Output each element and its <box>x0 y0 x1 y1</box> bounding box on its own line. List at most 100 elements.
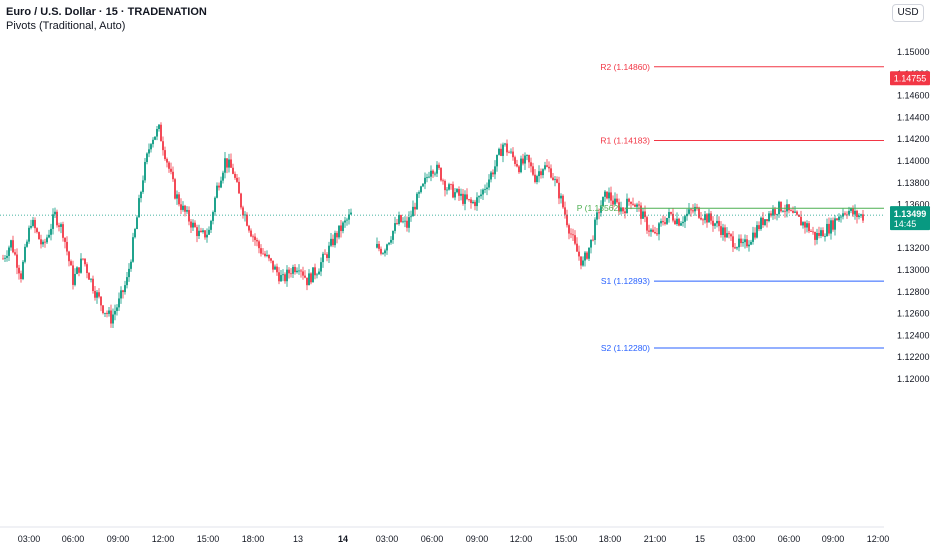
candle-up <box>498 148 500 155</box>
candle-down <box>314 267 316 276</box>
candle-up <box>292 266 294 274</box>
candle-down <box>516 163 518 167</box>
candle-up <box>848 210 850 215</box>
candle-up <box>130 261 132 269</box>
candle-up <box>334 232 336 246</box>
candle-down <box>172 171 174 180</box>
candle-up <box>494 166 496 175</box>
candle-up <box>348 214 350 220</box>
time-tick-label: 06:00 <box>62 534 85 544</box>
candle-up <box>776 214 778 215</box>
candle-down <box>568 225 570 234</box>
candle-down <box>558 182 560 199</box>
candle-down <box>580 256 582 266</box>
candle-down <box>246 214 248 226</box>
candle-down <box>572 234 574 236</box>
candle-up <box>722 227 724 235</box>
candle-up <box>136 217 138 230</box>
candle-up <box>48 234 50 238</box>
candle-up <box>816 232 818 240</box>
candle-down <box>528 155 530 163</box>
candle-up <box>768 213 770 222</box>
time-tick-label: 06:00 <box>421 534 444 544</box>
candle-up <box>472 201 474 204</box>
candle-up <box>298 270 300 272</box>
candle-down <box>566 214 568 226</box>
candle-down <box>16 254 18 268</box>
candle-down <box>160 124 162 142</box>
candle-up <box>626 198 628 214</box>
candle-up <box>344 220 346 223</box>
candle-down <box>40 239 42 245</box>
candle-up <box>602 196 604 207</box>
candle-down <box>758 225 760 230</box>
candle-down <box>268 254 270 259</box>
time-tick-label: 14 <box>338 534 348 544</box>
candle-up <box>560 195 562 199</box>
candle-up <box>600 206 602 213</box>
indicator-label[interactable]: Pivots (Traditional, Auto) <box>6 20 126 32</box>
candle-up <box>328 245 330 258</box>
candle-up <box>430 170 432 177</box>
candle-down <box>278 272 280 282</box>
candle-down <box>624 211 626 214</box>
candle-down <box>64 237 66 242</box>
candle-up <box>510 151 512 153</box>
candle-down <box>462 193 464 204</box>
candle-down <box>810 231 812 232</box>
candle-up <box>316 274 318 276</box>
candle-down <box>540 171 542 176</box>
candle-up <box>128 268 130 278</box>
candle-down <box>86 264 88 274</box>
candle-down <box>236 177 238 182</box>
price-tick-label: 1.15000 <box>897 47 930 57</box>
candle-up <box>138 198 140 218</box>
candle-down <box>798 214 800 217</box>
candle-up <box>684 216 686 222</box>
candle-up <box>286 269 288 282</box>
candle-down <box>438 164 440 168</box>
candle-up <box>112 314 114 324</box>
candle-up <box>582 260 584 266</box>
candle-down <box>808 223 810 232</box>
candle-up <box>330 238 332 246</box>
candle-down <box>674 220 676 225</box>
candle-up <box>424 177 426 184</box>
candle-up <box>90 278 92 280</box>
candle-down <box>530 162 532 167</box>
candle-up <box>590 239 592 248</box>
candle-down <box>230 159 232 168</box>
candle-down <box>692 210 694 212</box>
price-tick-label: 1.13800 <box>897 178 930 188</box>
candle-down <box>300 270 302 272</box>
candle-down <box>324 253 326 255</box>
candle-down <box>184 205 186 212</box>
candle-up <box>214 197 216 213</box>
candle-down <box>18 267 20 274</box>
candle-down <box>444 180 446 191</box>
candle-up <box>52 214 54 229</box>
time-tick-label: 18:00 <box>599 534 622 544</box>
candle-down <box>648 230 650 232</box>
pivot-label: S1 (1.12893) <box>601 276 650 286</box>
candle-up <box>140 191 142 199</box>
candle-down <box>88 273 90 280</box>
candle-up <box>26 241 28 247</box>
candle-down <box>712 220 714 226</box>
candle-up <box>28 227 30 242</box>
candle-down <box>452 184 454 198</box>
candle-down <box>302 271 304 276</box>
candle-up <box>726 233 728 238</box>
candle-down <box>262 253 264 255</box>
candle-down <box>178 194 180 205</box>
currency-button[interactable]: USD <box>892 4 924 22</box>
candle-up <box>8 247 10 256</box>
candle-up <box>312 267 314 283</box>
time-tick-label: 21:00 <box>644 534 667 544</box>
candle-down <box>862 214 864 221</box>
candle-down <box>518 166 520 173</box>
candle-down <box>804 222 806 228</box>
candle-up <box>342 222 344 232</box>
symbol-title[interactable]: Euro / U.S. Dollar · 15 · TRADENATION <box>6 6 207 18</box>
